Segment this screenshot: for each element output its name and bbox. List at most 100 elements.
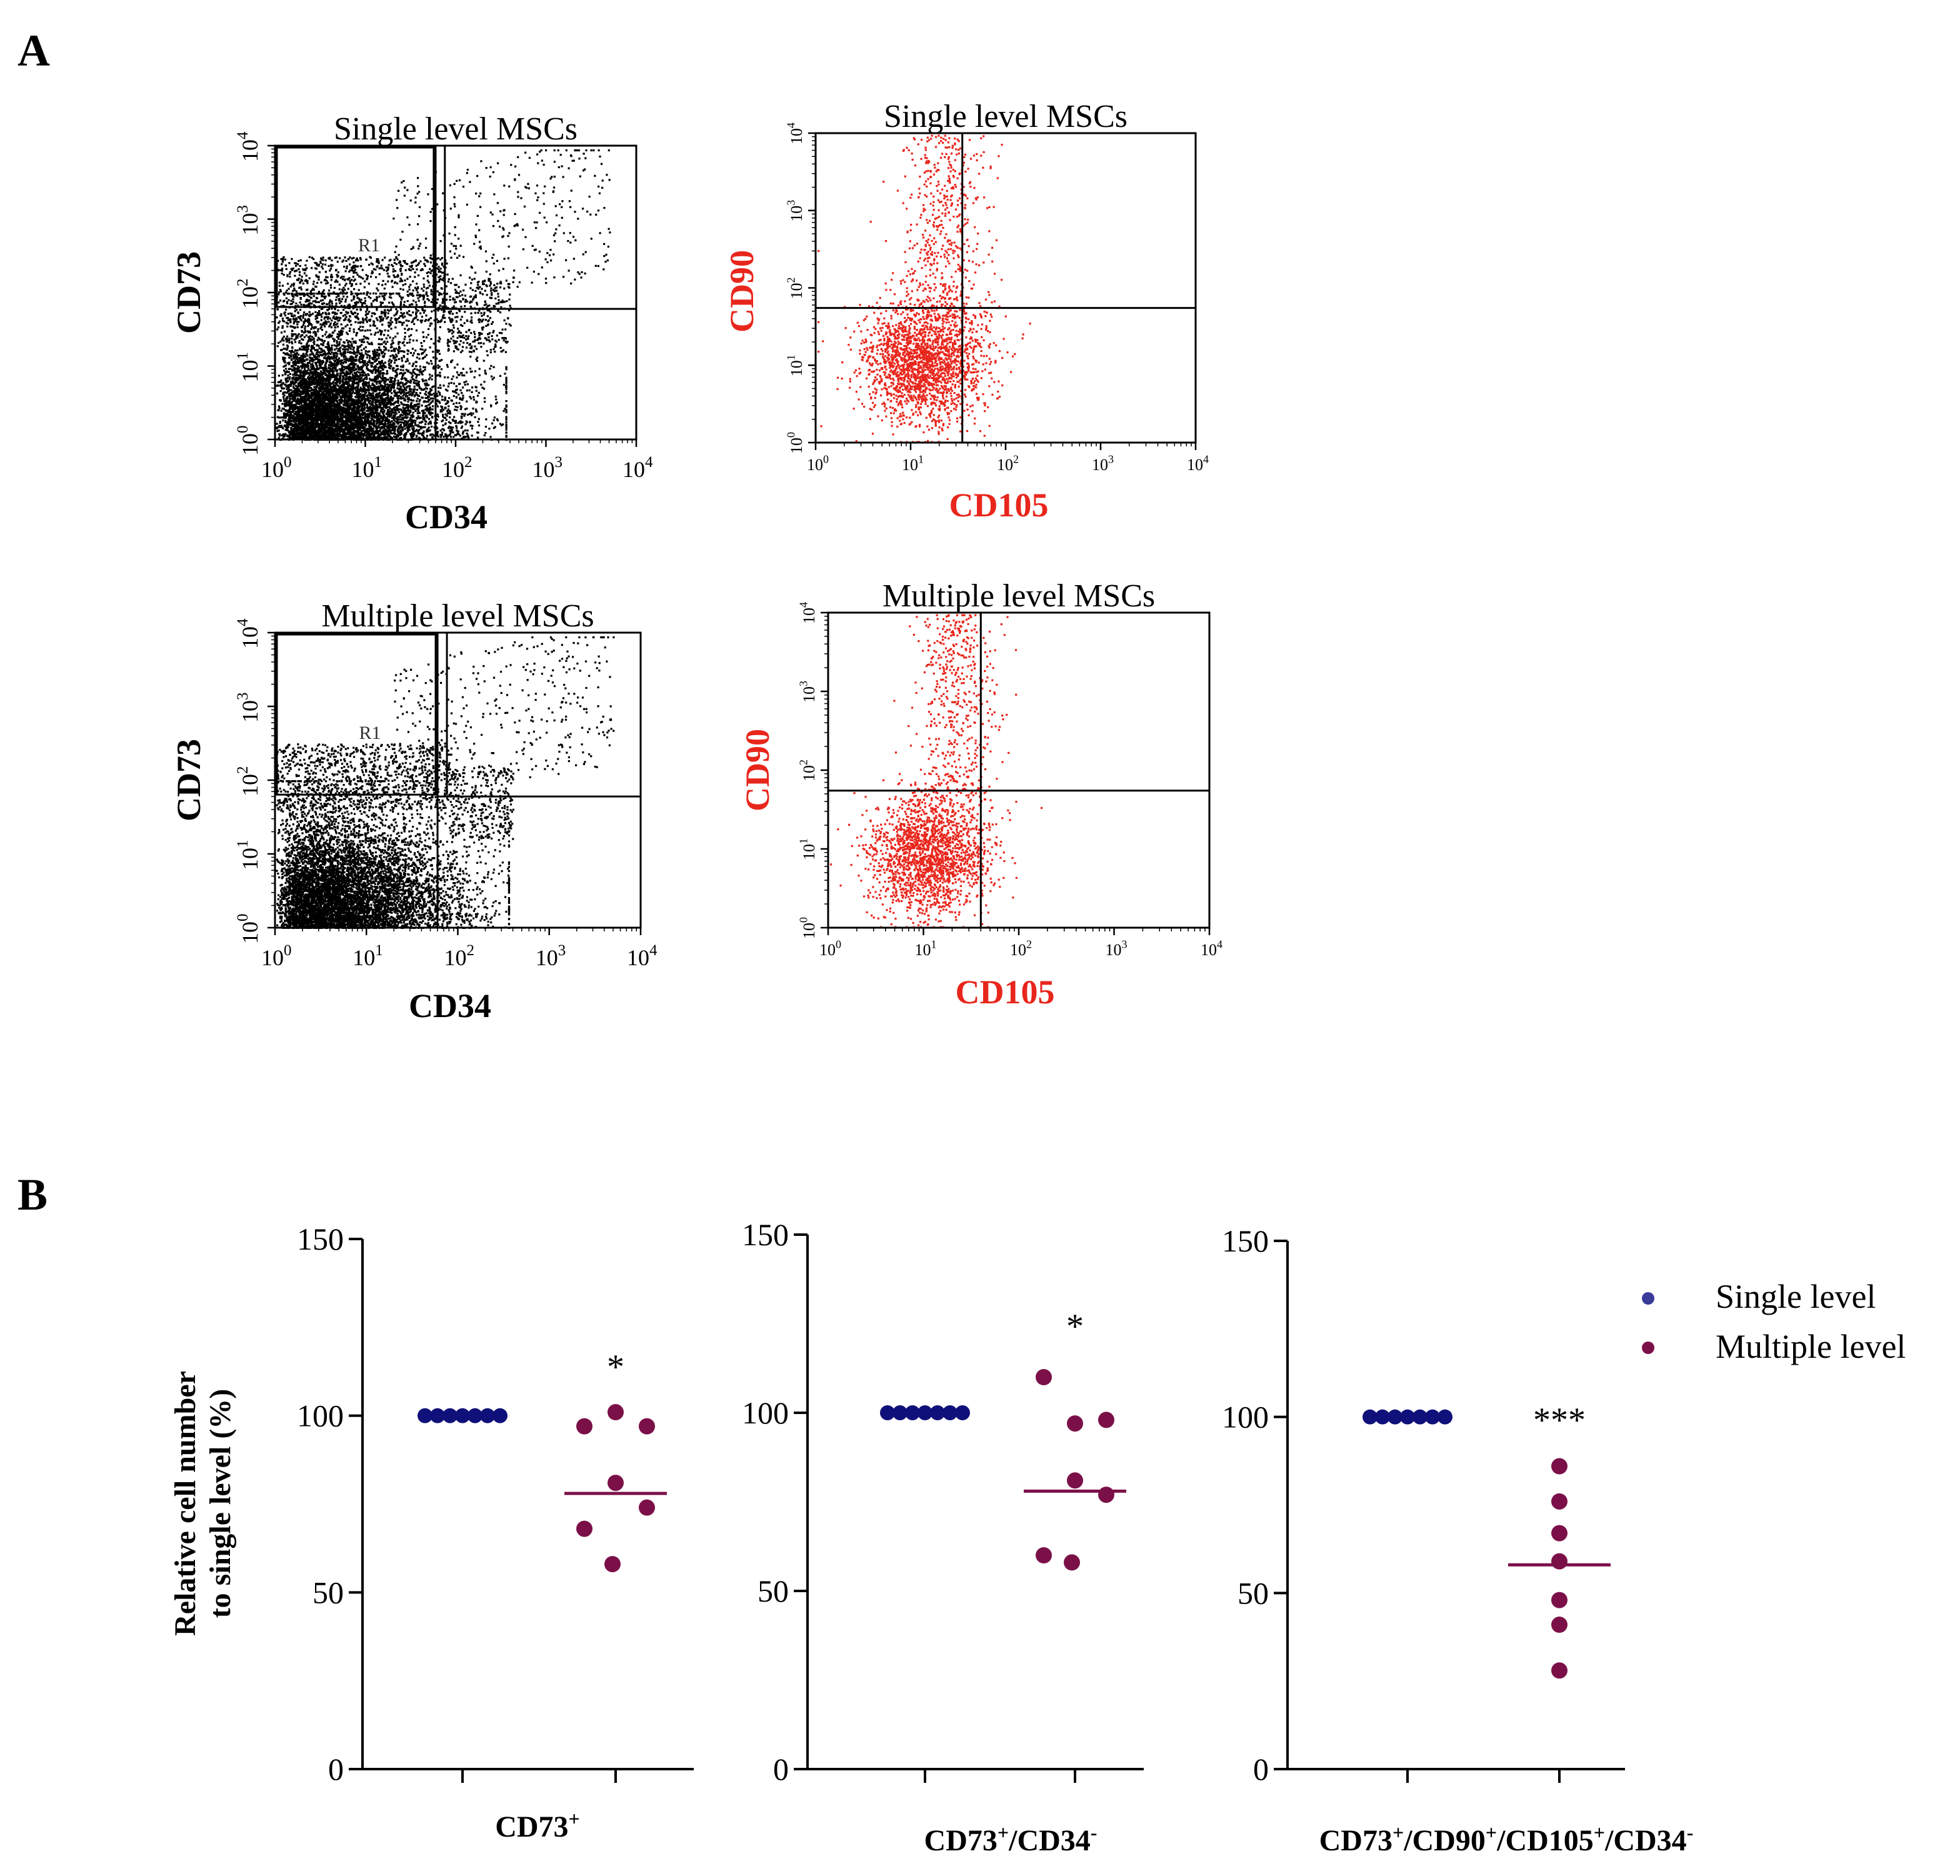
flow-event	[283, 400, 285, 402]
flow-event	[462, 394, 464, 396]
flow-event	[549, 249, 551, 251]
flow-event	[331, 319, 332, 321]
flow-event	[508, 246, 510, 248]
flow-event	[396, 322, 398, 324]
flow-event	[461, 350, 463, 352]
flow-event	[371, 315, 372, 317]
flow-event	[352, 276, 354, 278]
flow-event	[354, 279, 356, 281]
flow-event	[580, 276, 582, 278]
flow-event	[278, 409, 279, 411]
flow-event	[484, 434, 486, 436]
flow-event	[361, 299, 362, 301]
flow-event	[415, 311, 417, 313]
flow-event	[602, 179, 604, 181]
flow-event	[353, 296, 355, 298]
flow-event	[288, 299, 289, 301]
flow-event	[405, 379, 407, 381]
flow-event	[419, 366, 421, 368]
flow-event	[343, 266, 345, 268]
flow-event	[410, 380, 412, 382]
flow-event	[381, 343, 382, 345]
flow-event	[462, 386, 464, 388]
flow-event	[390, 414, 392, 416]
flow-event	[313, 295, 315, 297]
flow-event	[439, 304, 441, 306]
flow-event	[319, 323, 321, 325]
flow-event	[570, 154, 572, 156]
flow-event	[449, 251, 451, 253]
flow-event	[490, 349, 492, 351]
flow-event	[311, 326, 313, 328]
flow-event	[436, 349, 438, 351]
flow-event	[421, 345, 423, 347]
flow-event	[432, 408, 434, 410]
flow-event	[402, 180, 404, 182]
flow-event	[346, 324, 348, 326]
flow-event	[416, 339, 418, 341]
flow-event	[318, 347, 320, 349]
flow-event	[302, 324, 304, 326]
flow-event	[458, 286, 460, 288]
flow-event	[381, 338, 383, 340]
flow-event	[388, 264, 390, 266]
flow-event	[391, 317, 392, 319]
flow-event	[386, 338, 388, 339]
flow-event	[397, 384, 399, 386]
flow-event	[317, 330, 319, 332]
flow-event	[541, 266, 543, 268]
flow-event	[378, 353, 380, 354]
flow-event	[609, 231, 611, 233]
flow-event	[490, 288, 492, 289]
flow-event	[456, 312, 458, 314]
flow-event	[406, 278, 408, 280]
flow-event	[424, 309, 426, 311]
flow-event	[281, 349, 282, 351]
flow-event	[489, 317, 491, 319]
flow-event	[464, 311, 466, 313]
flow-event	[483, 283, 485, 285]
flow-event	[303, 321, 305, 323]
flow-event	[446, 415, 448, 417]
flow-event	[502, 329, 504, 331]
flow-event	[491, 323, 492, 325]
flow-event	[562, 176, 564, 178]
flow-event	[377, 289, 379, 291]
flow-event	[328, 265, 330, 267]
flow-event	[282, 285, 284, 287]
flow-event	[474, 346, 476, 348]
flow-event	[458, 214, 459, 216]
flow-event	[384, 353, 386, 354]
flow-event	[412, 280, 414, 282]
flow-event	[480, 346, 482, 348]
flow-event	[328, 368, 330, 369]
flow-event	[280, 390, 282, 392]
flow-event	[497, 202, 499, 204]
flow-event	[561, 206, 562, 208]
flow-event	[356, 293, 358, 294]
flow-event	[359, 299, 361, 301]
flow-event	[400, 268, 402, 269]
flow-event	[448, 349, 449, 351]
flow-event	[387, 273, 389, 274]
flow-event	[440, 436, 442, 438]
flow-event	[291, 326, 293, 328]
flow-event	[334, 308, 336, 310]
flow-event	[394, 336, 396, 338]
flow-event	[461, 372, 462, 374]
flow-event	[442, 414, 444, 416]
flow-event	[441, 432, 443, 434]
flow-event	[409, 314, 411, 316]
flow-event	[426, 414, 428, 416]
flow-event	[287, 283, 289, 284]
flow-event	[372, 363, 374, 364]
flow-event	[431, 293, 432, 295]
flow-event	[493, 419, 495, 421]
flow-event	[409, 433, 411, 435]
flow-event	[276, 316, 278, 318]
flow-event	[534, 221, 536, 223]
flow-event	[497, 419, 499, 421]
flow-event	[403, 391, 405, 393]
flow-event	[372, 293, 374, 294]
flow-event	[356, 272, 358, 274]
